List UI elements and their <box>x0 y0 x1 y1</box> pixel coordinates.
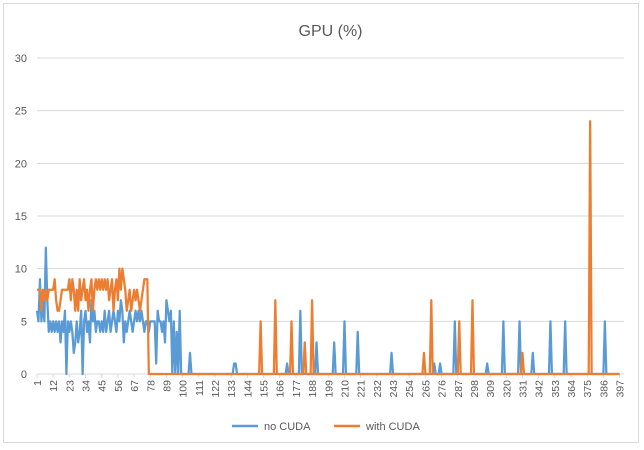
x-tick-label: 133 <box>226 380 238 398</box>
x-tick-label: 89 <box>161 380 173 392</box>
x-tick-label: 78 <box>145 380 157 392</box>
x-tick-label: 232 <box>372 380 384 398</box>
series-line-with-cuda <box>37 120 620 376</box>
x-tick-label: 320 <box>501 380 513 398</box>
x-tick-label: 265 <box>420 380 432 398</box>
y-tick-label: 5 <box>21 316 27 328</box>
x-tick-label: 210 <box>339 380 351 398</box>
x-tick-label: 199 <box>323 380 335 398</box>
legend-label: no CUDA <box>264 421 311 433</box>
x-tick-label: 166 <box>275 380 287 398</box>
legend-label: with CUDA <box>365 421 420 433</box>
y-tick-label: 10 <box>15 264 27 276</box>
y-axis-ticks: 0 5 10 15 20 25 30 <box>15 53 27 381</box>
y-tick-label: 15 <box>15 211 27 223</box>
x-tick-label: 34 <box>81 380 93 392</box>
x-tick-label: 287 <box>453 380 465 398</box>
x-tick-label: 331 <box>517 380 529 398</box>
x-tick-label: 353 <box>550 380 562 398</box>
x-tick-label: 67 <box>129 380 141 392</box>
x-tick-label: 309 <box>485 380 497 398</box>
y-tick-label: 0 <box>21 369 27 381</box>
y-tick-label: 30 <box>15 53 27 65</box>
chart-svg: GPU (%) 0 5 10 15 20 25 30 1 12 23 34 45 56 67 78 89 10… <box>15 23 627 433</box>
x-tick-label: 155 <box>259 380 271 398</box>
x-axis-ticks: 1 12 23 34 45 56 67 78 89 100 111 122 133 144 155 166 17… <box>32 374 627 398</box>
y-tick-label: 20 <box>15 158 27 170</box>
x-tick-label: 276 <box>437 380 449 398</box>
series-lines <box>35 120 620 376</box>
x-tick-label: 100 <box>178 380 190 398</box>
x-tick-label: 298 <box>469 380 481 398</box>
chart-frame: GPU (%) 0 5 10 15 20 25 30 1 12 23 34 45 56 67 78 89 10… <box>3 3 639 443</box>
y-tick-label: 25 <box>15 106 27 118</box>
x-tick-label: 375 <box>582 380 594 398</box>
x-tick-label: 243 <box>388 380 400 398</box>
x-tick-label: 364 <box>566 380 578 398</box>
x-tick-label: 12 <box>48 380 60 392</box>
x-tick-label: 177 <box>291 380 303 398</box>
x-tick-label: 45 <box>97 380 109 392</box>
x-tick-label: 23 <box>64 380 76 392</box>
x-tick-label: 342 <box>534 380 546 398</box>
x-tick-label: 254 <box>404 380 416 398</box>
chart-title: GPU (%) <box>299 23 363 40</box>
x-tick-label: 144 <box>242 380 254 398</box>
x-tick-label: 111 <box>194 380 206 396</box>
x-tick-label: 1 <box>32 380 44 386</box>
x-tick-label: 386 <box>598 380 610 398</box>
x-tick-label: 397 <box>615 380 627 398</box>
x-tick-label: 122 <box>210 380 222 398</box>
series-line-no-cuda <box>35 246 620 376</box>
x-tick-label: 56 <box>113 380 125 392</box>
legend: no CUDA with CUDA <box>232 421 420 433</box>
x-tick-label: 188 <box>307 380 319 398</box>
x-tick-label: 221 <box>356 380 368 398</box>
